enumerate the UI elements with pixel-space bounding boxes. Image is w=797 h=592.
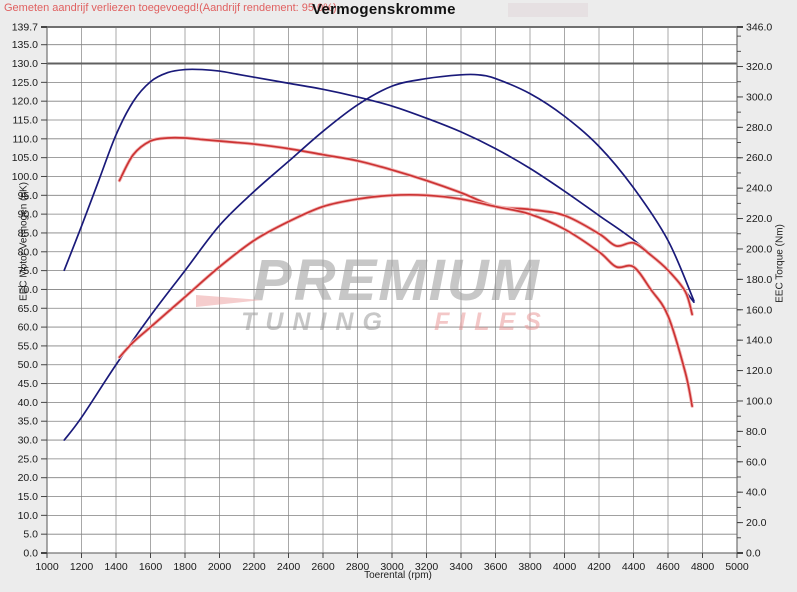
y-tick-label-right: 0.0 [746, 548, 761, 560]
y-tick-label-right: 160.0 [746, 304, 772, 316]
y-tick-label-left: 120.0 [12, 96, 38, 108]
y-tick-label-right: 220.0 [746, 213, 772, 225]
x-tick-label: 2400 [277, 561, 301, 573]
y-tick-label-right: 200.0 [746, 243, 772, 255]
y-tick-label-left: 95.0 [18, 190, 39, 202]
watermark-premium: PREMIUM [253, 248, 541, 313]
y-tick-label-right: 300.0 [746, 91, 772, 103]
x-tick-label: 3000 [380, 561, 404, 573]
x-tick-label: 5000 [725, 561, 749, 573]
y-tick-label-left: 139.7 [12, 22, 38, 34]
x-tick-label: 1400 [104, 561, 128, 573]
y-tick-label-left: 90.0 [18, 209, 39, 221]
x-tick-label: 1000 [35, 561, 59, 573]
y-tick-label-left: 15.0 [18, 491, 39, 503]
series-line-1 [118, 136, 693, 316]
y-tick-label-left: 40.0 [18, 397, 39, 409]
x-tick-label: 4200 [587, 561, 611, 573]
y-tick-label-left: 5.0 [23, 529, 38, 541]
chart-title: Vermogenskromme [312, 1, 456, 18]
y-tick-label-right: 180.0 [746, 274, 772, 286]
series-line-0 [63, 68, 695, 304]
watermark-accent-wedge [196, 295, 262, 307]
x-tick-label: 1200 [70, 561, 94, 573]
x-tick-label: 4800 [691, 561, 715, 573]
y-tick-label-left: 45.0 [18, 378, 39, 390]
x-tick-label: 2000 [208, 561, 232, 573]
y-tick-label-right: 320.0 [746, 61, 772, 73]
y-tick-label-right: 60.0 [746, 456, 767, 468]
driveline-loss-note: Gemeten aandrijf verliezen toegevoegd!(A… [4, 2, 337, 14]
x-tick-label: 3600 [484, 561, 508, 573]
x-tick-label: 1600 [139, 561, 163, 573]
x-tick-label: 2600 [311, 561, 335, 573]
x-tick-label: 3400 [449, 561, 473, 573]
watermark-files: FILES [434, 308, 550, 336]
x-tick-label: 3200 [415, 561, 439, 573]
y-tick-label-right: 80.0 [746, 426, 767, 438]
y-tick-label-right: 240.0 [746, 183, 772, 195]
watermark-tuning: TUNING [241, 308, 391, 336]
y-tick-label-left: 80.0 [18, 246, 39, 258]
y-tick-label-right: 40.0 [746, 487, 767, 499]
y-tick-label-right: 100.0 [746, 395, 772, 407]
y-tick-label-left: 110.0 [13, 133, 39, 145]
y-tick-label-left: 25.0 [18, 453, 39, 465]
x-tick-label: 2200 [242, 561, 266, 573]
series-line-2 [63, 73, 695, 441]
y-tick-label-left: 105.0 [12, 152, 38, 164]
y-tick-label-left: 10.0 [18, 510, 39, 522]
y-tick-label-right: 120.0 [746, 365, 772, 377]
y-tick-label-right: 140.0 [746, 335, 772, 347]
y-tick-label-left: 70.0 [18, 284, 39, 296]
y-tick-label-right: 20.0 [746, 517, 767, 529]
y-tick-label-left: 20.0 [18, 472, 39, 484]
x-tick-label: 4400 [622, 561, 646, 573]
y-tick-label-left: 35.0 [18, 416, 39, 428]
y-tick-label-left: 65.0 [18, 303, 39, 315]
y-tick-label-left: 30.0 [18, 435, 39, 447]
x-tick-label: 4600 [656, 561, 680, 573]
y-tick-label-left: 50.0 [18, 359, 39, 371]
y-tick-label-right: 260.0 [746, 152, 772, 164]
y-tick-label-left: 125.0 [12, 77, 38, 89]
y-tick-label-left: 115.0 [13, 115, 39, 127]
y-tick-label-left: 60.0 [18, 322, 39, 334]
y-tick-label-left: 135.0 [12, 39, 38, 51]
y-tick-label-left: 130.0 [12, 58, 38, 70]
x-tick-label: 4000 [553, 561, 577, 573]
x-tick-label: 1800 [173, 561, 197, 573]
y-tick-label-right: 280.0 [746, 122, 772, 134]
header-swatch [508, 3, 588, 17]
y-tick-label-left: 75.0 [18, 265, 39, 277]
x-tick-label: 2800 [346, 561, 370, 573]
x-axis-label: Toerental (rpm) [364, 570, 432, 581]
y-tick-label-left: 85.0 [18, 227, 39, 239]
y-tick-label-left: 55.0 [18, 340, 39, 352]
series-line-3 [118, 193, 693, 408]
y-tick-label-left: 100.0 [12, 171, 38, 183]
y-tick-label-right: 346.0 [746, 22, 772, 34]
x-tick-label: 3800 [518, 561, 542, 573]
y-tick-label-left: 0.0 [23, 548, 38, 560]
